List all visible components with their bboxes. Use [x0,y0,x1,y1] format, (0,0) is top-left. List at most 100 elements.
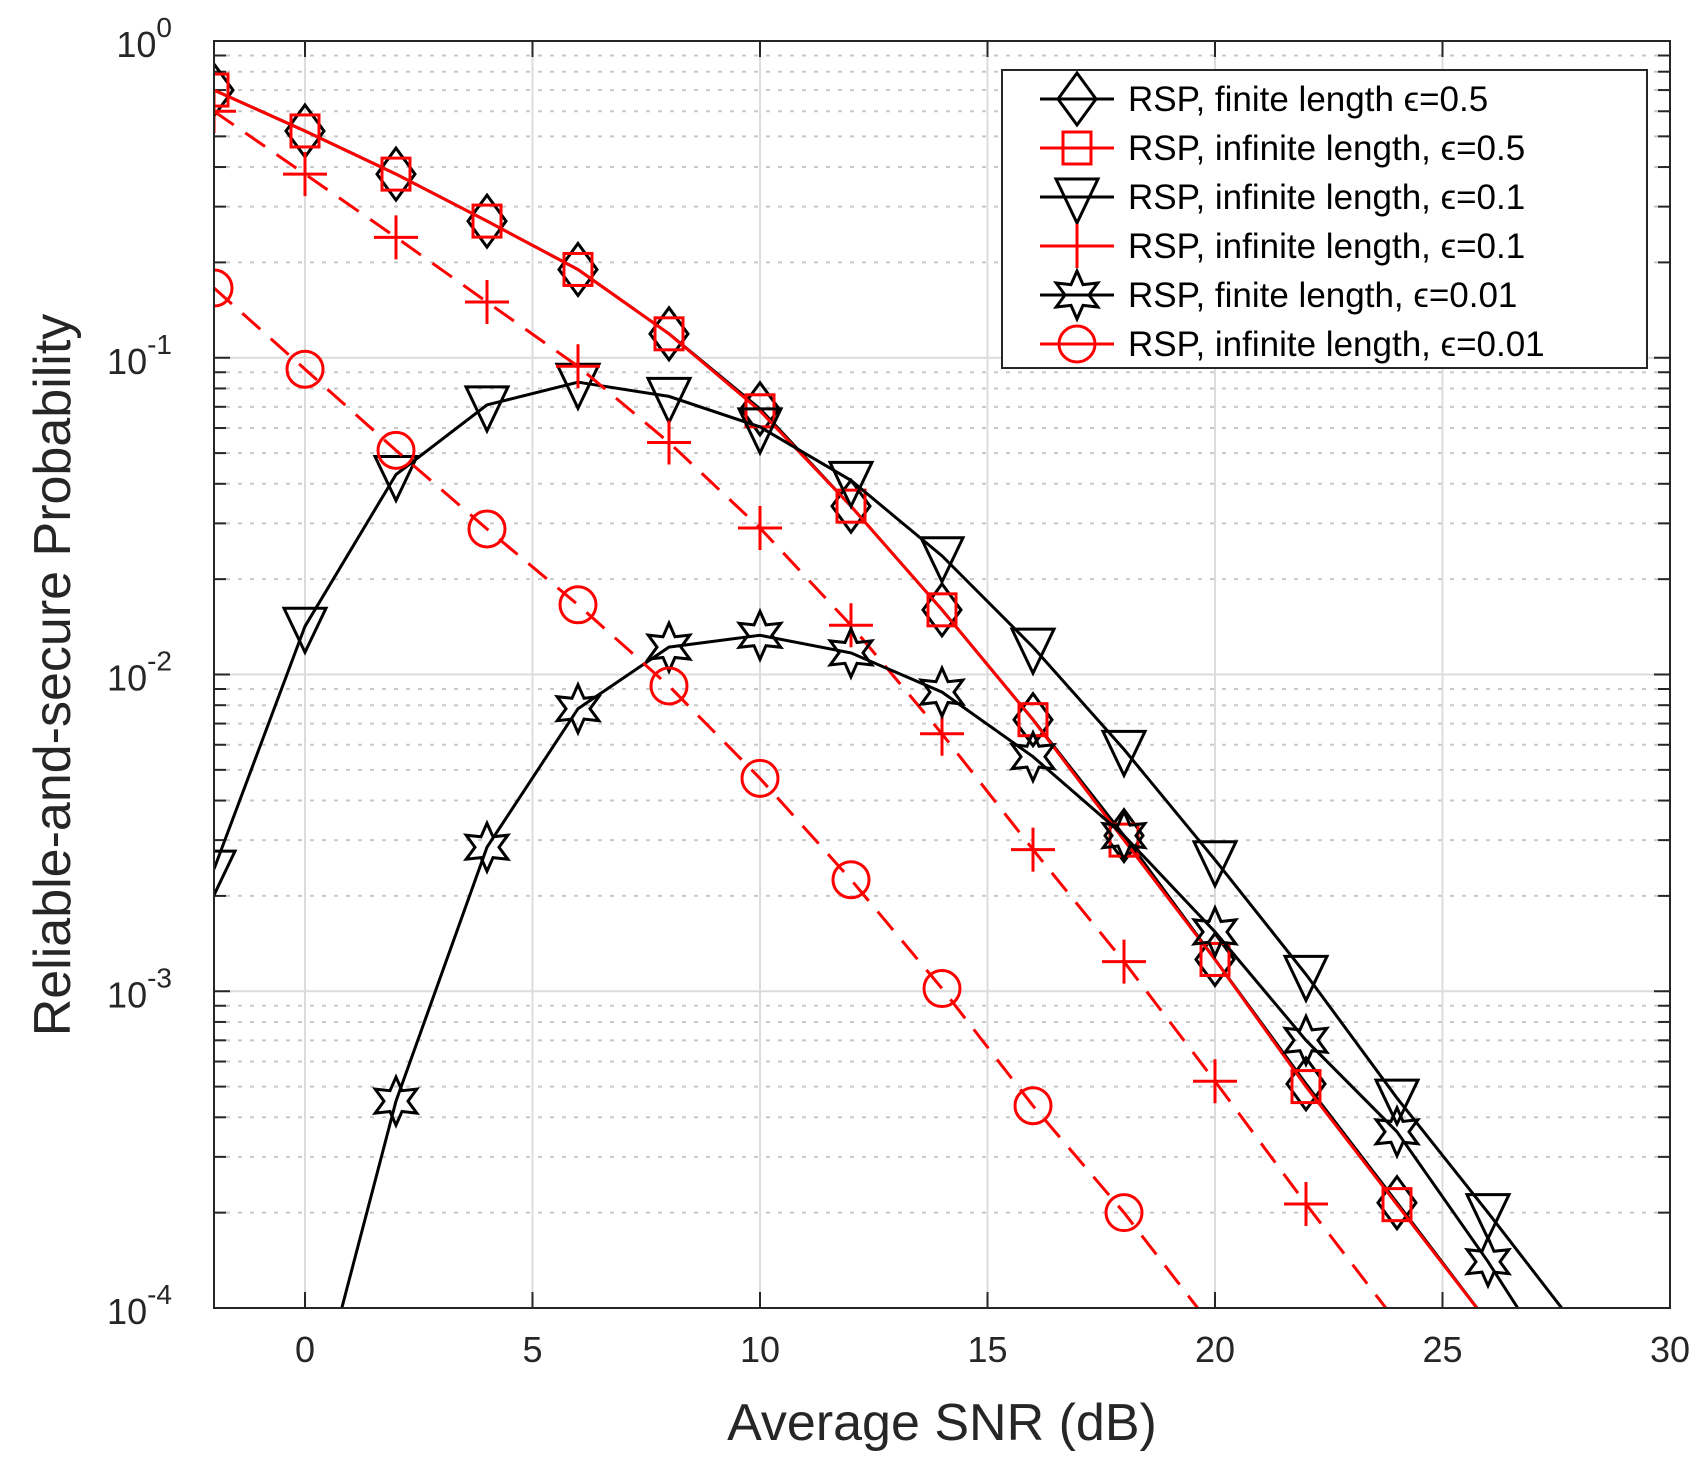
plus-marker [1055,224,1099,268]
circle-marker [831,860,871,900]
circle-marker [214,268,234,308]
triangle-down-marker [1191,840,1239,890]
x-axis-label: Average SNR (dB) [727,1394,1157,1452]
hexagram-marker [644,619,694,675]
legend-entry: RSP, finite length ϵ=0.5 [1040,70,1488,128]
series-6 [214,268,1200,1308]
x-tick-label: 20 [1195,1329,1235,1370]
x-tick-label: 25 [1422,1329,1462,1370]
plus-marker [1193,1059,1237,1104]
y-tick-exponent: -1 [147,329,172,360]
hexagram-marker [1190,904,1240,960]
circle-marker [558,585,598,625]
series-5 [340,607,1520,1308]
hexagram-marker [826,625,876,681]
series-line [214,110,1388,1308]
circle-marker [649,666,689,706]
triangle-down-marker [827,460,875,510]
triangle-down-marker [1053,177,1101,227]
square-marker [653,316,685,352]
x-tick-label: 0 [295,1329,315,1370]
legend-label: RSP, finite length ϵ=0.5 [1128,80,1488,119]
hexagram-marker [917,664,967,720]
circle-marker [740,758,780,798]
y-tick-label: 10-3 [107,962,172,1015]
plot-frame [213,40,1671,1309]
triangle-down-marker [214,849,238,899]
circle-marker [376,430,416,470]
hexagram-marker [1372,1104,1422,1160]
legend: RSP, finite length ϵ=0.5 RSP, infinite le… [1001,69,1648,369]
triangle-down-marker [463,385,511,435]
square-marker [1061,130,1093,166]
y-tick-exponent: -4 [147,1279,172,1310]
plus-marker [214,89,236,134]
triangle-down-marker [1009,627,1057,677]
legend-label: RSP, infinite length, ϵ=0.5 [1128,129,1525,168]
triangle-down-marker [1282,954,1330,1004]
hexagram-marker [553,680,603,737]
hexagram-marker [1463,1233,1513,1290]
triangle-down-marker [1373,1078,1421,1128]
plus-marker [465,279,509,324]
plus-marker [556,344,600,389]
legend-label: RSP, finite length, ϵ=0.01 [1128,276,1517,315]
y-tick-label: 10-4 [107,1279,172,1332]
square-marker [1290,1069,1322,1105]
legend-label: RSP, infinite length, ϵ=0.01 [1128,325,1545,364]
ticks: 100 10-1 10-2 10-3 10-4 0 5 10 15 20 25 30 [107,12,1690,1370]
x-tick-label: 15 [967,1329,1007,1370]
hexagram-marker [1052,267,1102,323]
circle-marker [922,969,962,1009]
triangle-down-marker [645,376,693,426]
triangle-down-marker [918,536,966,586]
hexagram-marker [1281,1012,1331,1069]
square-marker [926,592,958,628]
square-marker [1381,1187,1413,1223]
series-line [214,380,1564,1308]
series-line [214,286,1200,1308]
legend-label: RSP, infinite length, ϵ=0.1 [1128,227,1525,266]
series-3 [214,362,1564,1308]
legend-entry: RSP, finite length, ϵ=0.01 [1040,267,1517,323]
square-marker [471,203,503,239]
legend-entry: RSP, infinite length, ϵ=0.5 [1040,129,1525,168]
x-tick-label: 5 [522,1329,542,1370]
hexagram-marker [1099,807,1149,864]
diamond-marker [1056,70,1098,128]
plus-marker [1102,939,1146,984]
hexagram-marker [1008,728,1058,785]
triangle-down-marker [1100,729,1148,779]
legend-entry: RSP, infinite length, ϵ=0.01 [1040,324,1545,364]
y-axis-label: Reliable-and-secure Probability [24,314,82,1037]
circle-marker [467,509,507,549]
x-tick-label: 30 [1650,1329,1690,1370]
plus-marker [647,420,691,465]
square-marker [562,251,594,287]
hexagram-marker [735,607,785,664]
legend-entry: RSP, infinite length, ϵ=0.1 [1040,224,1525,268]
circle-marker [1057,324,1097,364]
triangle-down-marker [372,454,420,504]
square-marker [214,72,230,108]
y-tick-label: 100 [116,12,172,65]
plus-marker [374,215,418,260]
plus-marker [738,506,782,551]
hexagram-marker [371,1073,421,1129]
square-marker [1199,941,1231,977]
x-tick-label: 10 [740,1329,780,1370]
square-marker [289,113,321,149]
y-tick-label: 10-1 [107,329,172,382]
series-line [340,633,1520,1308]
plus-marker [1011,827,1055,872]
circle-marker [1104,1193,1144,1233]
series-group [214,61,1564,1308]
plus-marker [1284,1181,1328,1226]
legend-box [1001,69,1648,369]
plus-marker [283,152,327,197]
y-tick-label: 10-2 [107,646,172,699]
triangle-down-marker [736,407,784,457]
legend-entry: RSP, infinite length, ϵ=0.1 [1040,177,1525,227]
circle-marker [285,349,325,389]
